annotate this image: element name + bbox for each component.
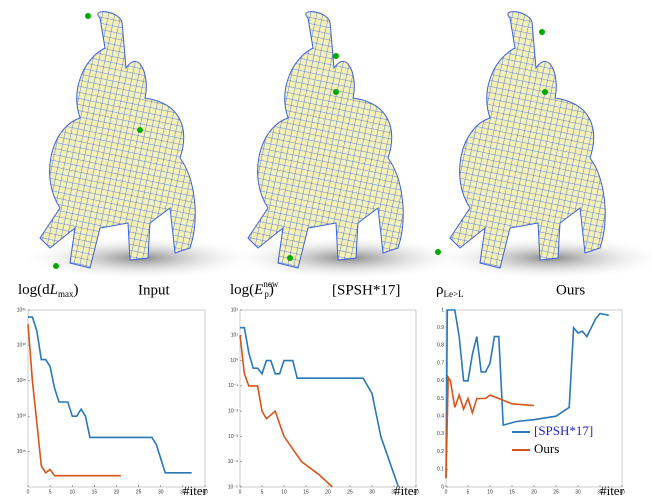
y-tick-label: 10²⁰ (17, 414, 26, 420)
x-tick-label: 20 (531, 489, 537, 495)
x-tick-label: 20 (114, 489, 120, 495)
y-tick-label: 10⁻³ (228, 434, 238, 440)
y-tick-label: 0.1 (437, 467, 444, 473)
label-part: ) (269, 282, 274, 298)
metric-label: log(Enew p) (230, 279, 279, 299)
plot-frame (27, 309, 206, 488)
y-tick-label: 10⁰ (230, 358, 238, 364)
x-tick-label: 25 (347, 489, 353, 495)
x-tick-label: 0 (445, 489, 448, 495)
y-tick-label: 10⁻⁴ (228, 459, 238, 465)
x-tick-label: 25 (136, 489, 142, 495)
caption: Input (138, 282, 170, 298)
label-part: max (58, 289, 74, 299)
y-tick-label: 10⁻⁵ (228, 484, 238, 490)
y-tick-label: 10³⁵ (17, 307, 26, 313)
series-line (28, 316, 192, 474)
mesh-spsh (227, 11, 469, 281)
x-tick-label: 0 (27, 489, 30, 495)
caption: Ours (556, 282, 585, 298)
label-part: Le>L (444, 289, 464, 299)
y-tick-label: 1 (441, 307, 444, 313)
label-part: L (49, 282, 58, 298)
x-tick-label: 25 (553, 489, 559, 495)
x-axis-label: #iter (183, 483, 207, 498)
x-tick-label: 5 (467, 489, 470, 495)
y-tick-label: 0.2 (437, 449, 444, 455)
legend-label: [SPSH*17] (534, 423, 593, 438)
x-axis-label: #iter (600, 483, 624, 498)
plot-frame (445, 309, 623, 488)
x-tick-label: 40 (413, 489, 419, 495)
y-tick-label: 10¹⁵ (17, 449, 26, 455)
label-part: log( (230, 282, 254, 298)
label-part: p (264, 289, 269, 299)
x-tick-label: 5 (49, 489, 52, 495)
x-tick-label: 10 (487, 489, 493, 495)
x-axis-label: #iter (394, 483, 418, 498)
series-line (27, 324, 121, 477)
mesh-input (19, 11, 261, 281)
y-tick-label: 10⁻¹ (228, 383, 238, 389)
metric-label: log(dLmax) (18, 282, 79, 299)
legend-label: Ours (534, 441, 559, 456)
x-tick-label: 30 (369, 489, 375, 495)
y-tick-label: 0.6 (437, 378, 444, 384)
x-tick-label: 5 (261, 489, 264, 495)
x-tick-label: 20 (325, 489, 331, 495)
x-tick-label: 35 (597, 489, 603, 495)
series-line (445, 309, 609, 479)
label-part: E (253, 282, 263, 298)
series-line (445, 374, 535, 479)
x-tick-label: 40 (202, 489, 208, 495)
y-tick-label: 10³⁰ (17, 343, 26, 349)
y-tick-label: 10²⁵ (17, 378, 26, 384)
y-tick-label: 0.5 (437, 396, 444, 402)
mesh-ours (429, 11, 652, 281)
x-tick-label: 15 (509, 489, 515, 495)
series-line (239, 335, 333, 488)
x-tick-label: 10 (69, 489, 75, 495)
label-part: new (263, 279, 278, 289)
x-tick-label: 35 (391, 489, 397, 495)
label-part: ) (74, 282, 79, 298)
y-tick-label: 0.7 (437, 360, 444, 366)
y-tick-label: 10⁻² (228, 408, 238, 414)
y-tick-label: 0.9 (437, 325, 444, 331)
y-tick-label: 10² (231, 307, 239, 313)
x-tick-label: 40 (619, 489, 625, 495)
series-line (240, 326, 400, 488)
y-tick-label: 0 (441, 484, 444, 490)
x-tick-label: 15 (303, 489, 309, 495)
y-tick-label: 10¹ (231, 333, 239, 339)
y-tick-label: 0.3 (437, 431, 444, 437)
y-tick-label: 0.4 (437, 414, 444, 420)
label-part: ρ (436, 282, 444, 298)
metric-label: ρLe>L (436, 282, 464, 299)
x-tick-label: 30 (575, 489, 581, 495)
x-tick-label: 10 (281, 489, 287, 495)
x-tick-label: 15 (92, 489, 98, 495)
y-tick-label: 0.8 (437, 343, 444, 349)
x-tick-label: 0 (239, 489, 242, 495)
x-tick-label: 35 (180, 489, 186, 495)
x-tick-label: 30 (158, 489, 164, 495)
caption: [SPSH*17] (332, 282, 400, 298)
label-part: log(d (18, 282, 50, 298)
